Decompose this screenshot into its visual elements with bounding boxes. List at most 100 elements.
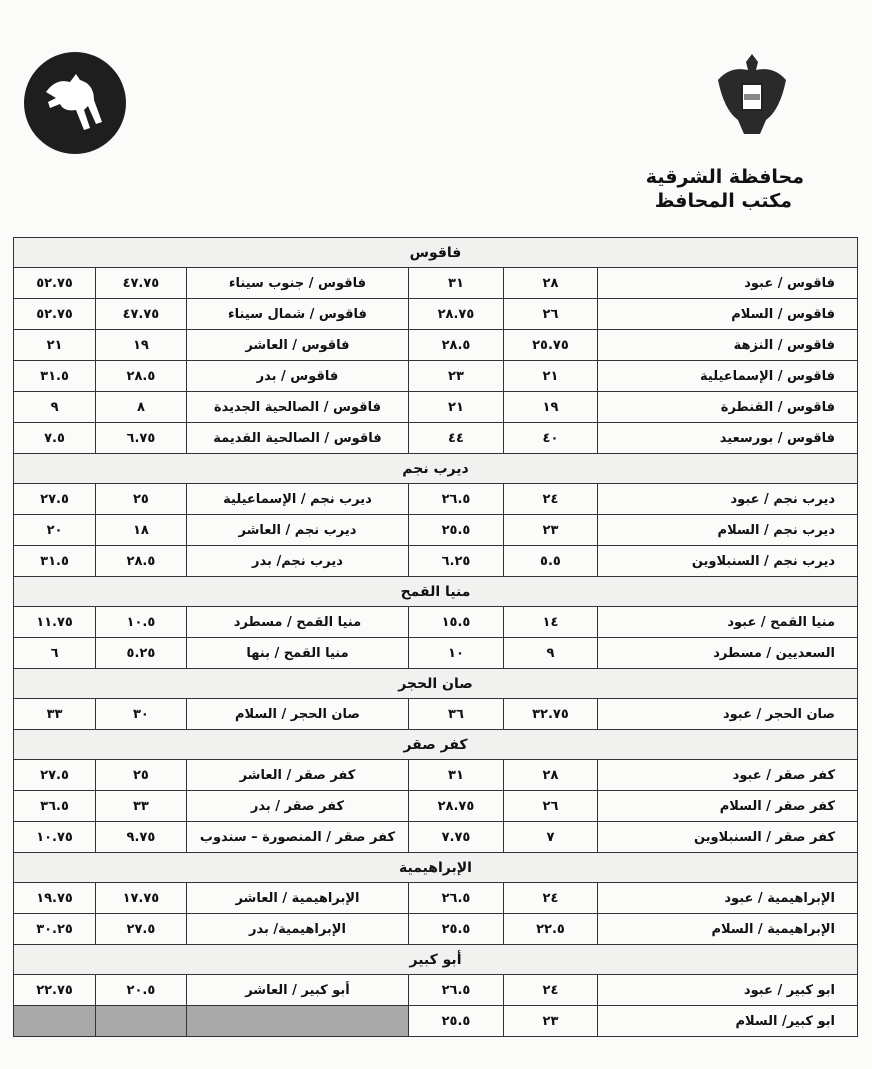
- section-header-row: منيا القمح: [13, 576, 858, 607]
- fare-1b-cell: ٢٨.٧٥: [408, 298, 504, 330]
- route-1-cell: ديرب نجم / السلام: [597, 514, 858, 546]
- fare-2a-cell: ٨: [95, 391, 187, 423]
- fare-2b-cell: ٥٢.٧٥: [12, 267, 97, 299]
- route-2-cell: فاقوس / الصالحية القديمة: [185, 422, 410, 454]
- fare-2b-cell: ٣١.٥: [12, 360, 97, 392]
- section-title: ديرب نجم: [13, 453, 858, 484]
- fare-2a-cell: [95, 1005, 187, 1037]
- route-2-cell: [185, 1005, 410, 1037]
- fare-2a-cell: ٦.٧٥: [95, 422, 187, 454]
- route-2-cell: فاقوس / شمال سيناء: [185, 298, 410, 330]
- fare-2a-cell: ٥.٢٥: [95, 637, 187, 669]
- section-title: فاقوس: [13, 237, 858, 268]
- fare-2b-cell: ٦: [12, 637, 97, 669]
- table-row: ديرب نجم / السلام ٢٣ ٢٥.٥ ديرب نجم / العاشر…: [12, 514, 858, 546]
- fare-1a-cell: ٢٢.٥: [502, 913, 599, 945]
- fare-1a-cell: ٢٤: [502, 882, 599, 914]
- table-row: ديرب نجم / السنبلاوين ٥.٥ ٦.٢٥ ديرب نجم/ بد…: [12, 545, 858, 577]
- section-title: صان الحجر: [13, 668, 858, 699]
- fare-2a-cell: ٣٠: [95, 698, 187, 730]
- section-title: كفر صقر: [13, 729, 858, 760]
- route-1-cell: كفر صقر / السنبلاوين: [597, 821, 858, 853]
- section-header-row: أبو كبير: [13, 944, 858, 975]
- fare-2b-cell: ١٠.٧٥: [12, 821, 97, 853]
- fare-2b-cell: ٢٢.٧٥: [12, 974, 97, 1006]
- route-1-cell: ابو كبير/ السلام: [597, 1005, 858, 1037]
- route-1-cell: فاقوس / النزهة: [597, 329, 858, 361]
- fare-1b-cell: ٢١: [408, 391, 504, 423]
- fare-2a-cell: ٢٨.٥: [95, 545, 187, 577]
- fare-1b-cell: ٢٥.٥: [408, 514, 504, 546]
- section-header-row: صان الحجر: [13, 668, 858, 699]
- fare-2b-cell: ٣٦.٥: [12, 790, 97, 822]
- route-2-cell: صان الحجر / السلام: [185, 698, 410, 730]
- table-row: الإبراهيمية / عبود ٢٤ ٢٦.٥ الإبراهيمية / ال…: [12, 882, 858, 914]
- section-title: منيا القمح: [13, 576, 858, 607]
- route-2-cell: فاقوس / الصالحية الجديدة: [185, 391, 410, 423]
- fare-2a-cell: ٢٨.٥: [95, 360, 187, 392]
- fare-1b-cell: ٣١: [408, 267, 504, 299]
- route-1-cell: فاقوس / عبود: [597, 267, 858, 299]
- fare-1b-cell: ١٥.٥: [408, 606, 504, 638]
- fare-2a-cell: ١٧.٧٥: [95, 882, 187, 914]
- fare-1b-cell: ٢٦.٥: [408, 483, 504, 515]
- route-1-cell: كفر صقر / عبود: [597, 759, 858, 791]
- egypt-eagle-emblem-icon: [712, 50, 792, 142]
- section-header-row: الإبراهيمية: [13, 852, 858, 883]
- fare-1b-cell: ٢٥.٥: [408, 1005, 504, 1037]
- fare-2a-cell: ٢٥: [95, 759, 187, 791]
- fare-1a-cell: ٢٨: [502, 267, 599, 299]
- route-2-cell: الإبراهيمية / العاشر: [185, 882, 410, 914]
- fare-1a-cell: ٥.٥: [502, 545, 599, 577]
- route-1-cell: الإبراهيمية / عبود: [597, 882, 858, 914]
- route-2-cell: ديرب نجم/ بدر: [185, 545, 410, 577]
- table-row: فاقوس / عبود ٢٨ ٣١ فاقوس / جنوب سيناء ٤٧.٧٥ ٥…: [12, 267, 858, 299]
- table-row: ابو كبير/ السلام ٢٣ ٢٥.٥: [12, 1005, 858, 1037]
- fare-2b-cell: ٢٠: [12, 514, 97, 546]
- table-row: فاقوس / السلام ٢٦ ٢٨.٧٥ فاقوس / شمال سيناء ٤…: [12, 298, 858, 330]
- fare-1a-cell: ٢٥.٧٥: [502, 329, 599, 361]
- fare-2b-cell: ٥٢.٧٥: [12, 298, 97, 330]
- fare-2b-cell: ٣٠.٢٥: [12, 913, 97, 945]
- fare-1a-cell: ٢١: [502, 360, 599, 392]
- route-1-cell: فاقوس / السلام: [597, 298, 858, 330]
- fare-2b-cell: ١١.٧٥: [12, 606, 97, 638]
- fare-2a-cell: ١٩: [95, 329, 187, 361]
- office-title: مكتب المحافظ: [654, 190, 792, 212]
- section-header-row: ديرب نجم: [13, 453, 858, 484]
- section-header-row: فاقوس: [13, 237, 858, 268]
- section-header-row: كفر صقر: [13, 729, 858, 760]
- fare-2a-cell: ١٨: [95, 514, 187, 546]
- fare-1a-cell: ٧: [502, 821, 599, 853]
- fares-table: فاقوس فاقوس / عبود ٢٨ ٣١ فاقوس / جنوب سيناء ٤…: [12, 237, 858, 1037]
- fare-1a-cell: ٤٠: [502, 422, 599, 454]
- route-2-cell: فاقوس / جنوب سيناء: [185, 267, 410, 299]
- fare-2a-cell: ٣٣: [95, 790, 187, 822]
- fare-1b-cell: ٢٥.٥: [408, 913, 504, 945]
- fare-2a-cell: ١٠.٥: [95, 606, 187, 638]
- route-2-cell: كفر صقر / المنصورة – سندوب: [185, 821, 410, 853]
- fare-1b-cell: ٣١: [408, 759, 504, 791]
- fare-1b-cell: ٢٦.٥: [408, 882, 504, 914]
- fare-2b-cell: [12, 1005, 97, 1037]
- fare-1b-cell: ٢٨.٧٥: [408, 790, 504, 822]
- fare-2a-cell: ٩.٧٥: [95, 821, 187, 853]
- fare-2b-cell: ٢٧.٥: [12, 483, 97, 515]
- fare-2a-cell: ٤٧.٧٥: [95, 298, 187, 330]
- fare-1a-cell: ٢٨: [502, 759, 599, 791]
- fare-2b-cell: ٩: [12, 391, 97, 423]
- route-2-cell: منيا القمح / بنها: [185, 637, 410, 669]
- fare-1b-cell: ١٠: [408, 637, 504, 669]
- table-row: كفر صقر / عبود ٢٨ ٣١ كفر صقر / العاشر ٢٥ ٢٧.٥: [12, 759, 858, 791]
- fare-1a-cell: ٣٢.٧٥: [502, 698, 599, 730]
- fare-1b-cell: ٢٨.٥: [408, 329, 504, 361]
- table-row: كفر صقر / السنبلاوين ٧ ٧.٧٥ كفر صقر / المنص…: [12, 821, 858, 853]
- route-1-cell: السعديين / مسطرد: [597, 637, 858, 669]
- table-row: الإبراهيمية / السلام ٢٢.٥ ٢٥.٥ الإبراهيمية/…: [12, 913, 858, 945]
- route-2-cell: فاقوس / بدر: [185, 360, 410, 392]
- fare-1a-cell: ٢٤: [502, 483, 599, 515]
- fare-1b-cell: ٢٦.٥: [408, 974, 504, 1006]
- fare-1a-cell: ٢٦: [502, 298, 599, 330]
- route-2-cell: الإبراهيمية/ بدر: [185, 913, 410, 945]
- route-1-cell: كفر صقر / السلام: [597, 790, 858, 822]
